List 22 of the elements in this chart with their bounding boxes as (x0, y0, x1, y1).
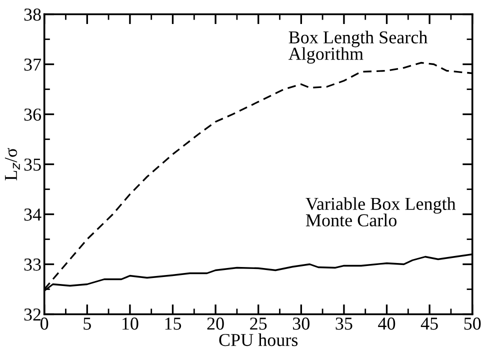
x-tick-label: 25 (250, 318, 267, 330)
x-tick-label: 50 (464, 318, 481, 330)
annotation: Box Length Search Algorithm (288, 30, 428, 64)
y-axis-title: L$_{z}$/σ (4, 148, 20, 180)
y-tick-label: 35 (24, 158, 41, 171)
x-tick-label: 5 (84, 318, 91, 330)
y-tick-label: 33 (24, 258, 41, 271)
x-tick-label: 0 (40, 318, 48, 330)
x-tick-label: 30 (292, 318, 310, 330)
y-tick-label: 37 (24, 58, 42, 71)
y-tick-label: 34 (24, 208, 42, 221)
x-tick-label: 40 (378, 318, 396, 330)
x-tick-label: 45 (420, 318, 438, 330)
annotation: Variable Box Length Monte Carlo (306, 197, 456, 226)
y-tick-label: 32 (24, 308, 41, 321)
x-tick-label: 10 (122, 318, 138, 330)
x-axis-title: CPU hours (219, 333, 298, 346)
y-tick-label: 36 (24, 108, 42, 121)
x-tick-label: 15 (165, 318, 182, 330)
y-tick-label: 38 (24, 8, 41, 21)
x-tick-label: 35 (336, 318, 352, 330)
x-tick-label: 20 (207, 318, 224, 330)
